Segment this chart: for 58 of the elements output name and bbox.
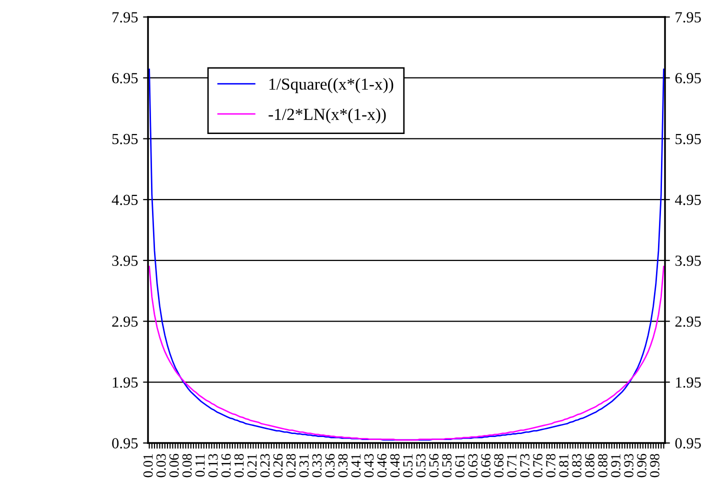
- x-tick-label: 0.71: [507, 454, 517, 478]
- x-tick-label: 0.28: [286, 454, 296, 478]
- x-tick-label: 0.21: [247, 454, 257, 478]
- y2-tick-label: 4.95: [675, 194, 701, 206]
- x-tick-label: 0.93: [624, 454, 634, 478]
- y-tick-label: 0.95: [112, 438, 138, 449]
- x-tick-label: 0.41: [351, 454, 361, 478]
- x-tick-label: 0.16: [221, 454, 231, 478]
- x-tick-label: 0.68: [494, 454, 504, 478]
- y-tick-label: 7.95: [112, 12, 138, 23]
- x-tick-label: 0.08: [182, 454, 192, 478]
- x-tick-label: 0.98: [650, 454, 660, 478]
- x-tick-label: 0.01: [143, 454, 153, 478]
- x-tick-label: 0.91: [611, 454, 620, 478]
- y-tick-label: 5.95: [112, 134, 138, 144]
- x-tick-label: 0.61: [455, 454, 465, 478]
- y2-tick-label: 0.95: [675, 438, 701, 449]
- x-tick-label: 0.66: [481, 454, 491, 478]
- x-tick-label: 0.03: [156, 454, 166, 478]
- y-tick-label: 2.95: [112, 316, 138, 327]
- x-tick-label: 0.51: [403, 454, 413, 478]
- y-tick-label: 3.95: [112, 256, 138, 266]
- y2-tick-label: 2.95: [675, 316, 701, 327]
- x-tick-label: 0.11: [195, 454, 205, 477]
- y2-tick-label: 7.95: [676, 12, 701, 23]
- x-tick-label: 0.48: [390, 454, 400, 478]
- x-tick-label: 0.46: [377, 454, 387, 478]
- x-tick-label: 0.58: [442, 454, 452, 478]
- x-tick-label: 0.43: [364, 454, 374, 478]
- y2-tick-label: 3.95: [675, 256, 701, 266]
- x-tick-label: 0.31: [299, 454, 309, 478]
- x-tick-label: 0.36: [325, 454, 335, 478]
- y-tick-label: 6.95: [112, 73, 138, 84]
- y2-tick-label: 1.95: [676, 377, 701, 388]
- y-tick-label: 4.95: [112, 194, 138, 206]
- x-tick-label: 0.18: [234, 454, 244, 478]
- y2-tick-label: 5.95: [676, 134, 701, 144]
- x-tick-label: 0.63: [468, 454, 478, 478]
- y-tick-label: 1.95: [112, 377, 138, 388]
- x-tick-label: 0.88: [598, 454, 608, 478]
- x-tick-label: 0.56: [429, 454, 439, 478]
- x-tick-label: 0.83: [572, 454, 582, 478]
- x-tick-label: 0.78: [546, 454, 556, 478]
- x-tick-label: 0.33: [312, 454, 322, 478]
- legend-label: -1/2*LN(x*(1-x)): [268, 108, 386, 124]
- x-tick-label: 0.73: [520, 454, 530, 478]
- y2-tick-label: 6.95: [675, 73, 701, 84]
- x-tick-label: 0.38: [338, 454, 348, 478]
- x-tick-label: 0.81: [559, 454, 569, 478]
- x-tick-label: 0.06: [169, 454, 179, 478]
- x-tick-label: 0.26: [273, 454, 283, 478]
- x-tick-label: 0.86: [585, 454, 594, 478]
- x-tick-label: 0.96: [637, 454, 646, 478]
- legend-label: 1/Square((x*(1-x)): [270, 78, 394, 94]
- x-tick-label: 0.23: [260, 454, 270, 478]
- x-tick-label: 0.76: [533, 454, 543, 478]
- x-tick-label: 0.13: [208, 454, 218, 478]
- x-tick-label: 0.53: [416, 454, 426, 478]
